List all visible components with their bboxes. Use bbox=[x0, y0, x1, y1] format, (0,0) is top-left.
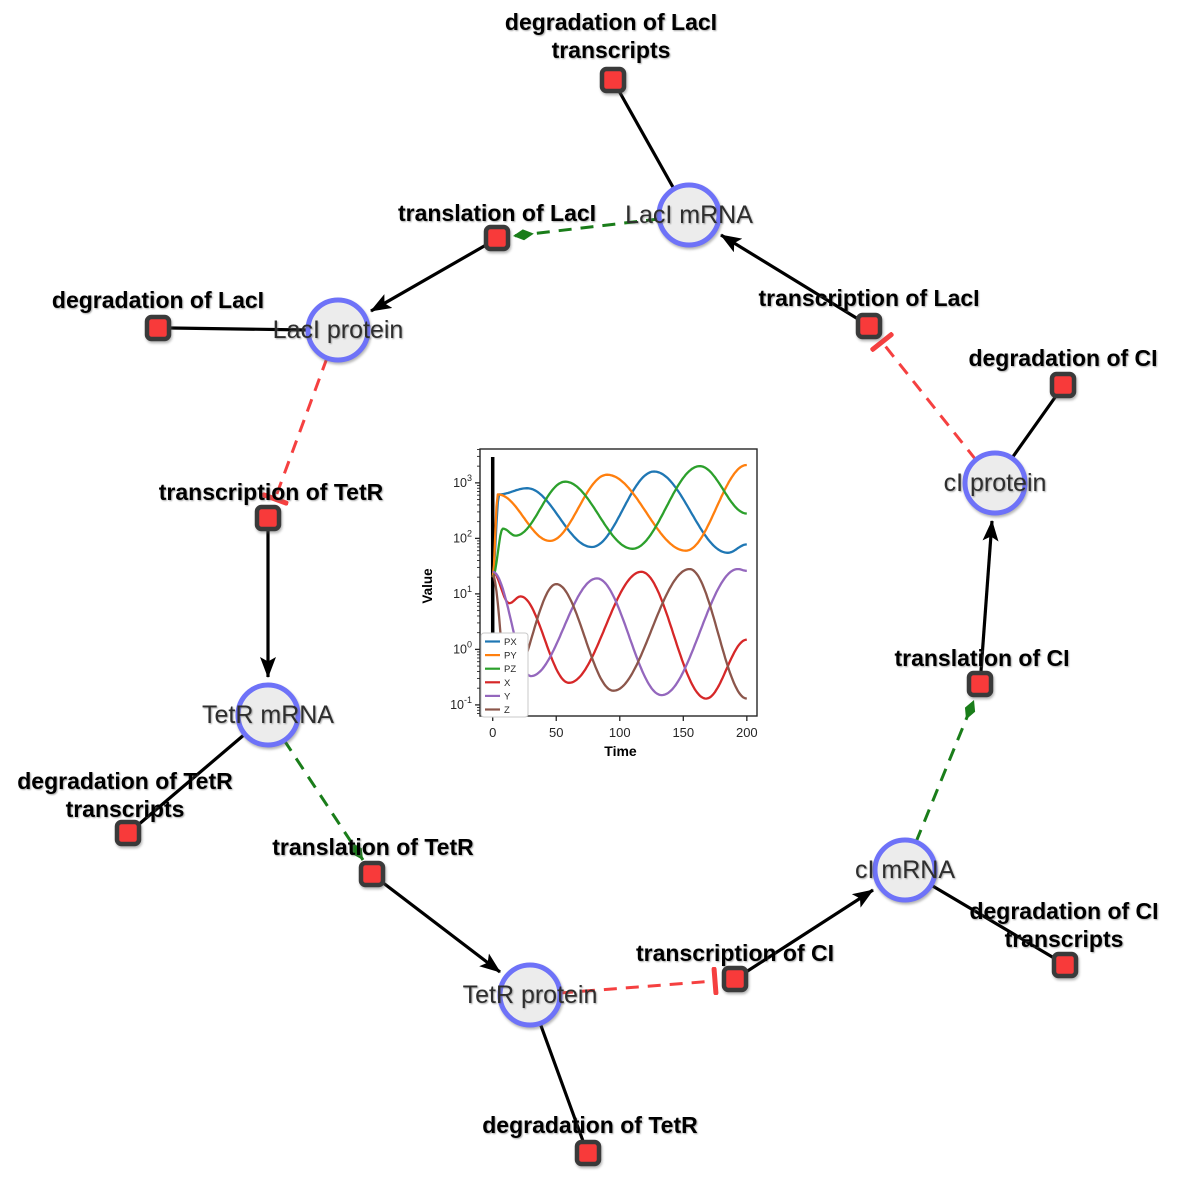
species-node-laci-protein bbox=[305, 297, 371, 363]
species-label-laci-protein: LacI protein bbox=[273, 316, 404, 344]
species-label-tetr-mrna: TetR mRNA bbox=[202, 701, 334, 729]
species-label-ci-protein: cI protein bbox=[944, 469, 1047, 497]
chart-series-layer bbox=[491, 463, 747, 700]
edge-product-transcription-ci-to-mrna bbox=[745, 888, 874, 974]
y-axis-tick-label: 100 bbox=[453, 639, 472, 656]
edge-reactant-ci-mrna-to-deg-transcripts bbox=[930, 883, 1055, 960]
reaction-label-transcription-ci: transcription of CI bbox=[636, 940, 834, 966]
reaction-label-deg-tetr: degradation of TetR bbox=[482, 1112, 698, 1138]
y-axis-tick-label: 102 bbox=[453, 528, 472, 545]
chart-series-PY bbox=[491, 463, 747, 578]
x-axis-tick-label: 0 bbox=[489, 725, 496, 740]
species-node-ci-mrna bbox=[872, 837, 938, 903]
edge-modifier-ci-mrna-mod-translation-ci bbox=[914, 699, 976, 843]
x-axis-tick-label: 100 bbox=[609, 725, 631, 740]
reaction-node-deg-ci bbox=[1049, 371, 1077, 399]
species-layer bbox=[235, 182, 1028, 1028]
y-axis-tick-label: 10-1 bbox=[450, 695, 472, 712]
edge-reactant-tetr-mrna-to-deg-transcripts bbox=[136, 732, 247, 827]
y-axis-label: Value bbox=[420, 568, 435, 604]
reaction-label-translation-ci: translation of CI bbox=[894, 645, 1069, 671]
reaction-node-deg-tetr-transcripts bbox=[114, 819, 142, 847]
reaction-label-deg-laci-transcripts: degradation of LacI bbox=[505, 9, 717, 35]
edge-reactant-laci-mrna-to-deg-transcripts bbox=[617, 90, 676, 190]
reaction-node-transcription-laci bbox=[855, 312, 883, 340]
legend-label-Z: Z bbox=[504, 705, 510, 716]
x-axis-label: Time bbox=[604, 743, 637, 759]
species-node-tetr-mrna bbox=[235, 682, 301, 748]
chart-series-Z bbox=[491, 567, 747, 700]
y-axis-tick-label: 103 bbox=[453, 473, 472, 490]
species-node-laci-mrna bbox=[656, 182, 722, 248]
reaction-node-deg-laci-transcripts bbox=[599, 66, 627, 94]
legend-label-Y: Y bbox=[504, 691, 511, 702]
legend-label-PZ: PZ bbox=[504, 664, 516, 675]
reaction-node-deg-tetr bbox=[574, 1139, 602, 1167]
edge-product-transcription-laci-to-mrna bbox=[720, 233, 859, 321]
edge-inhibition-ci-protein-inhibits-laci bbox=[882, 342, 978, 461]
edge-product-translation-ci-to-protein bbox=[979, 520, 999, 672]
edge-product-translation-tetr-to-protein bbox=[381, 880, 501, 974]
reaction-label-translation-laci: translation of LacI bbox=[398, 200, 596, 226]
x-axis-tick-label: 150 bbox=[672, 725, 694, 740]
labels-layer: degradation of LacItranscriptstranslatio… bbox=[17, 9, 1158, 1138]
x-axis-tick-label: 200 bbox=[736, 725, 758, 740]
reactions-layer bbox=[114, 66, 1079, 1167]
edge-reactant-tetr-protein-to-deg bbox=[538, 1022, 585, 1142]
legend-label-PX: PX bbox=[504, 637, 517, 648]
reaction-node-translation-tetr bbox=[358, 860, 386, 888]
species-node-ci-protein bbox=[962, 450, 1028, 516]
reaction-node-transcription-tetr bbox=[254, 504, 282, 532]
reaction-label-translation-tetr: translation of TetR bbox=[272, 834, 474, 860]
reaction-node-transcription-ci bbox=[721, 965, 749, 993]
reaction-node-translation-laci bbox=[483, 224, 511, 252]
edge-modifier-laci-mrna-mod-translation-laci bbox=[512, 217, 660, 241]
chart-series-X bbox=[492, 570, 747, 700]
chart-frame bbox=[479, 448, 758, 717]
edges-layer bbox=[136, 90, 1058, 1142]
reaction-label-deg-laci: degradation of LacI bbox=[52, 287, 264, 313]
legend-label-X: X bbox=[504, 678, 511, 689]
y-axis-tick-label: 101 bbox=[453, 584, 472, 601]
edge-inhibition-tetr-protein-inhibits-ci bbox=[559, 981, 715, 993]
reaction-label-deg-ci-transcripts: transcripts bbox=[1005, 926, 1124, 952]
edge-modifier-tetr-mrna-mod-translation-tetr bbox=[282, 739, 365, 861]
reaction-label-transcription-tetr: transcription of TetR bbox=[159, 479, 384, 505]
reaction-node-deg-ci-transcripts bbox=[1051, 951, 1079, 979]
species-node-tetr-protein bbox=[497, 962, 563, 1028]
reaction-node-translation-ci bbox=[966, 670, 994, 698]
chart-legend: PX PY PZ XYZ bbox=[480, 632, 529, 718]
x-axis-tick-label: 50 bbox=[549, 725, 563, 740]
legend-label-PY: PY bbox=[504, 651, 517, 662]
edge-reactant-ci-protein-to-deg bbox=[1010, 395, 1058, 459]
species-label-laci-mrna: LacI mRNA bbox=[625, 201, 753, 229]
species-label-ci-mrna: cI mRNA bbox=[855, 856, 955, 884]
reaction-label-deg-tetr-transcripts: transcripts bbox=[66, 796, 185, 822]
inset-chart: 0 50 100 150 200Time10-1100101102103ValuePXP… bbox=[420, 448, 758, 759]
reaction-label-deg-tetr-transcripts: degradation of TetR bbox=[17, 768, 233, 794]
reaction-label-transcription-laci: transcription of LacI bbox=[758, 285, 979, 311]
chart-series-PZ bbox=[491, 465, 747, 578]
edge-inhibition-laci-protein-inhibits-tetr bbox=[275, 357, 329, 499]
chart-series-Y bbox=[492, 567, 747, 697]
reaction-label-deg-ci: degradation of CI bbox=[968, 345, 1157, 371]
edge-reactant-laci-protein-to-deg bbox=[170, 326, 309, 332]
reaction-label-deg-laci-transcripts: transcripts bbox=[552, 37, 671, 63]
species-label-tetr-protein: TetR protein bbox=[463, 981, 598, 1009]
edge-product-translation-laci-to-protein bbox=[370, 243, 487, 313]
reaction-node-deg-laci bbox=[144, 314, 172, 342]
reaction-label-deg-ci-transcripts: degradation of CI bbox=[969, 898, 1158, 924]
